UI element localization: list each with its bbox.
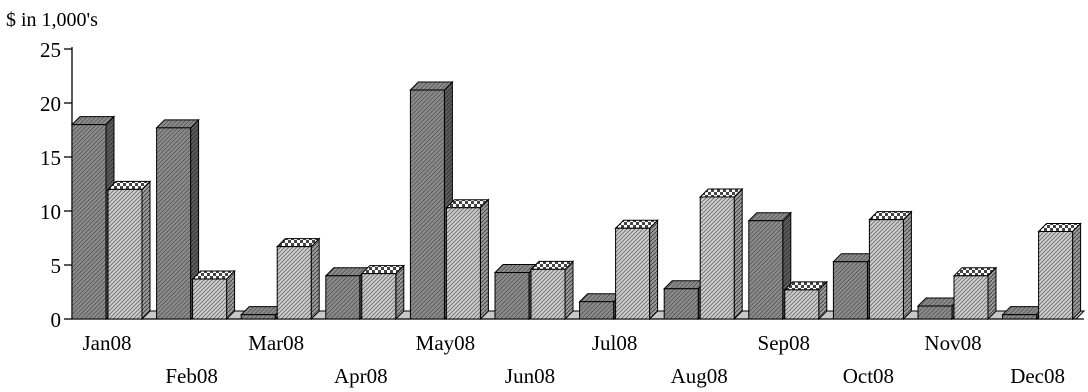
x-tick-label-Mar08: Mar08: [248, 331, 304, 355]
bar-Jun08-series2: [529, 260, 575, 321]
bar-Apr08-series2: [360, 264, 406, 321]
x-tick-label-Feb08: Feb08: [165, 364, 218, 388]
bar-Feb08-series2: [191, 269, 236, 321]
y-tick-label: 20: [40, 92, 61, 116]
bar-Feb08-series1: [155, 118, 200, 321]
x-tick-label-Nov08: Nov08: [924, 331, 981, 355]
bar-Mar08-series2: [275, 237, 321, 321]
bar-Jun08-series1: [493, 263, 539, 321]
bar-Nov08-series2: [952, 266, 998, 321]
axes: 0 5 10 15 20 25: [40, 38, 1084, 332]
bar-Jul08-series2: [614, 219, 659, 321]
y-tick-label: 25: [40, 38, 61, 62]
x-tick-label-Jul08: Jul08: [592, 331, 638, 355]
y-tick-label: 15: [40, 146, 61, 170]
x-tick-label-May08: May08: [416, 331, 476, 355]
bar-Aug08-series2: [698, 187, 744, 321]
y-tick-label: 5: [51, 254, 62, 278]
bar-Oct08-series1: [832, 252, 877, 321]
bar-Dec08-series2: [1037, 222, 1082, 321]
bars: [70, 80, 1082, 321]
x-tick-label-Dec08: Dec08: [1010, 364, 1065, 388]
x-tick-label-Apr08: Apr08: [334, 364, 388, 388]
x-tick-label-Oct08: Oct08: [843, 364, 894, 388]
x-tick-label-Jan08: Jan08: [83, 331, 132, 355]
bar-May08-series2: [445, 198, 490, 321]
bar-Sep08-series2: [783, 280, 829, 321]
x-tick-label-Jun08: Jun08: [505, 364, 555, 388]
bar-Oct08-series2: [868, 210, 913, 321]
y-axis-label: $ in 1,000's: [6, 9, 98, 31]
bar-Jan08-series2: [106, 180, 152, 321]
x-tick-labels: Jan08 Feb08 Mar08 Apr08 May08 Jun08 Jul08 Aug08…: [83, 331, 1066, 388]
y-tick-label: 0: [51, 308, 62, 332]
y-tick-label: 10: [40, 200, 61, 224]
x-tick-label-Aug08: Aug08: [671, 364, 728, 388]
x-tick-label-Sep08: Sep08: [758, 331, 811, 355]
